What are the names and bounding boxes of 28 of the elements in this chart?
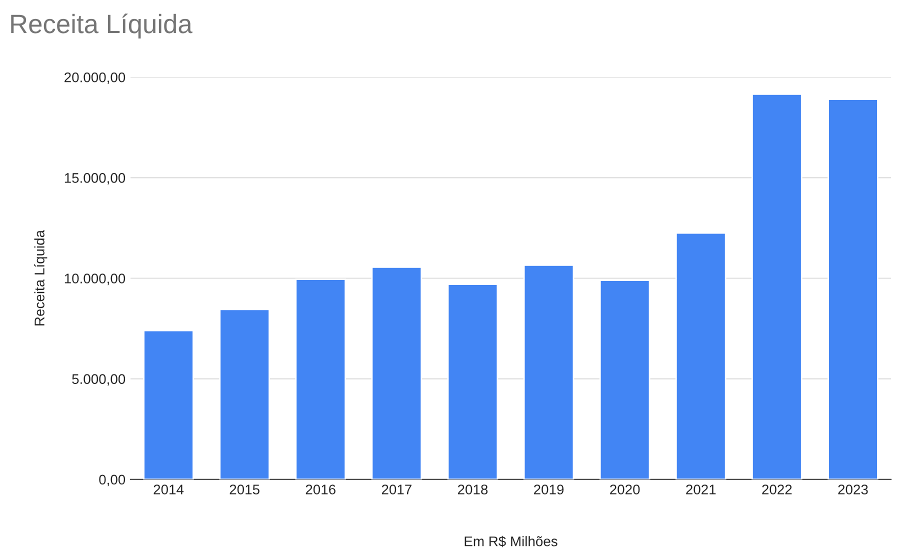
bar (599, 280, 650, 480)
y-tick-label: 5.000,00 (72, 374, 126, 386)
x-tick-label: 2019 (534, 484, 564, 494)
y-tick-label: 20.000,00 (64, 72, 126, 84)
y-tick-label: 15.000,00 (64, 173, 126, 185)
x-tick-label: 2023 (838, 484, 868, 494)
x-tick-label: 2022 (762, 484, 792, 494)
y-tick-label: 10.000,00 (64, 274, 126, 286)
bar (219, 308, 270, 480)
x-tick-label: 2015 (230, 484, 260, 494)
bar (371, 266, 422, 480)
x-tick-label: 2016 (306, 484, 336, 494)
bar (295, 278, 346, 480)
chart-title: Receita Líquida (11, 14, 192, 39)
bar (523, 264, 574, 480)
bar (143, 330, 194, 480)
bar (752, 94, 802, 480)
x-tick-label: 2020 (610, 484, 640, 494)
x-tick-label: 2018 (458, 484, 488, 494)
bar (828, 98, 878, 480)
bar (447, 284, 498, 480)
y-tick-label: 0,00 (99, 474, 126, 486)
x-tick-label: 2017 (382, 484, 412, 494)
x-tick-label: 2021 (686, 484, 716, 494)
bar (675, 232, 726, 480)
x-tick-label: 2014 (154, 484, 184, 494)
y-axis-title: Receita Líquida (34, 230, 48, 326)
x-axis-title: Em R$ Milhões (464, 536, 558, 548)
